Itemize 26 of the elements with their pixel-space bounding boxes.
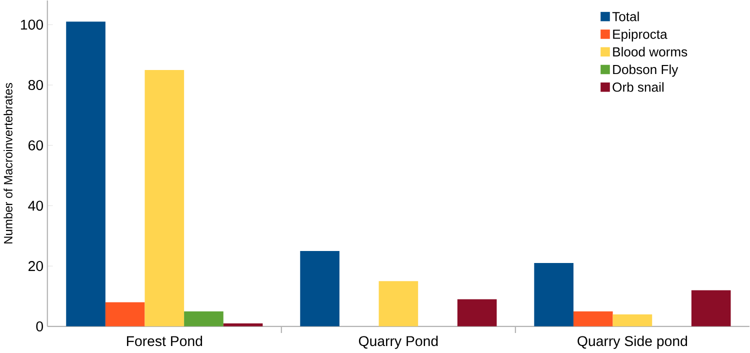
legend-label: Dobson Fly — [613, 64, 678, 77]
bar — [105, 302, 145, 327]
legend-label: Blood worms — [613, 47, 688, 57]
bar — [534, 263, 574, 327]
bar — [144, 70, 184, 327]
bar — [691, 290, 731, 327]
legend-label: Epiprocta — [613, 30, 668, 42]
bar — [457, 299, 497, 327]
x-tick-label: Quarry Pond — [358, 336, 438, 350]
y-axis-title: Number of Macroinvertebrates — [4, 83, 12, 244]
x-tick-label: Quarry Side pond — [578, 336, 688, 350]
bar — [184, 312, 224, 327]
bar — [378, 281, 418, 327]
y-tick-label: 60 — [28, 140, 43, 151]
y-tick-label: 80 — [28, 80, 43, 90]
legend-label: Total — [612, 12, 639, 22]
y-tick-label: 100 — [20, 20, 43, 30]
bar — [300, 251, 340, 327]
x-tick-label: Forest Pond — [126, 336, 202, 346]
bar — [66, 22, 106, 327]
y-tick-label: 40 — [28, 200, 43, 211]
legend-label: Orb snail — [612, 82, 664, 92]
bar — [573, 312, 613, 327]
y-tick-label: 0 — [36, 322, 44, 332]
y-tick-label: 20 — [28, 261, 43, 272]
bar — [612, 314, 652, 327]
